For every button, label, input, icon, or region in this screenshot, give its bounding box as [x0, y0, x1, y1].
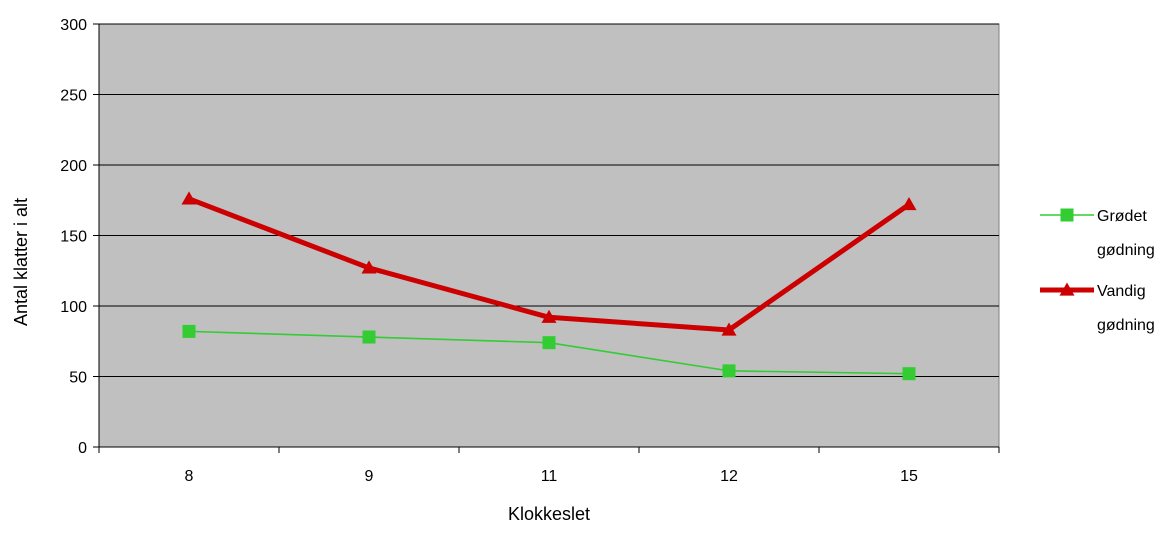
y-tick-label: 150 — [60, 229, 87, 246]
data-point — [362, 330, 376, 344]
y-axis-title: Antal klatter i alt — [11, 198, 31, 326]
legend-label: gødning — [1097, 317, 1155, 334]
x-axis-title: Klokkeslet — [508, 504, 590, 524]
y-tick-label: 200 — [60, 158, 87, 175]
legend-label: Grødet — [1097, 208, 1147, 225]
data-point — [721, 322, 737, 336]
data-point — [541, 309, 557, 323]
x-tick-label: 15 — [900, 468, 918, 485]
data-point — [542, 336, 556, 350]
y-tick-label: 100 — [60, 299, 87, 316]
y-tick-label: 50 — [69, 370, 87, 387]
data-point — [361, 260, 377, 274]
legend-marker — [1060, 208, 1074, 222]
data-point — [722, 364, 736, 378]
y-tick-label: 0 — [78, 440, 87, 457]
series-2 — [181, 191, 917, 336]
y-tick-label: 250 — [60, 88, 87, 105]
x-axis-ticks: 8 9 11 12 15 — [98, 447, 1000, 485]
gridlines — [99, 23, 999, 377]
data-point — [182, 324, 196, 338]
x-tick-label: 11 — [541, 468, 558, 485]
legend-label: gødning — [1097, 242, 1155, 259]
x-tick-label: 8 — [185, 468, 194, 485]
series-layer — [181, 191, 917, 381]
legend: Grødet gødning Vandig gødning — [1040, 208, 1155, 334]
legend-entry: Vandig gødning — [1040, 282, 1155, 334]
x-tick-label: 9 — [365, 468, 374, 485]
series-1 — [182, 324, 916, 381]
data-point — [902, 367, 916, 381]
x-tick-label: 12 — [720, 468, 738, 485]
legend-entry: Grødet gødning — [1040, 208, 1155, 259]
data-point — [181, 191, 197, 205]
y-tick-label: 300 — [60, 17, 87, 34]
legend-marker — [1059, 282, 1075, 296]
legend-label: Vandig — [1097, 283, 1146, 300]
y-axis-ticks: 0 50 100 150 200 250 300 — [60, 17, 99, 457]
data-point — [901, 196, 917, 211]
